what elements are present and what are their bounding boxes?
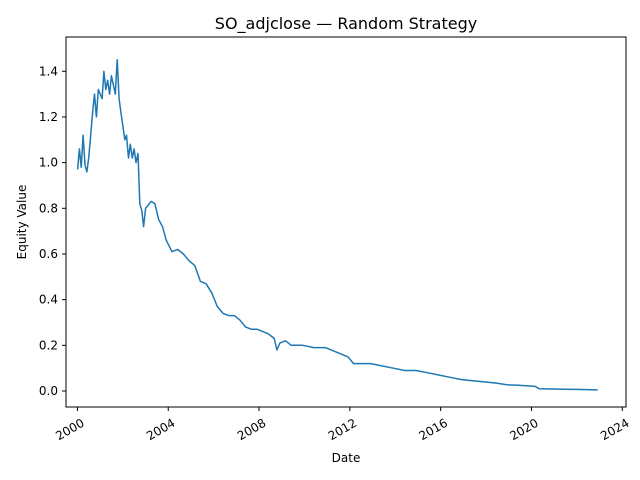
plot-area: [65, 36, 627, 408]
y-axis-label: Equity Value: [15, 185, 29, 260]
y-axis: 0.0 0.2 0.4 0.6 0.8 1.0 1.2 1.4: [39, 64, 66, 398]
y-tick-label: 1.2: [39, 110, 58, 124]
y-tick-label: 0.4: [39, 293, 58, 307]
y-tick-label: 1.4: [39, 64, 58, 78]
y-tick-label: 0.8: [39, 201, 58, 215]
x-axis-label: Date: [332, 451, 361, 465]
chart-title: SO_adjclose — Random Strategy: [215, 14, 477, 34]
equity-line: [76, 59, 598, 391]
y-tick-label: 0.0: [39, 384, 58, 398]
y-tick-label: 0.2: [39, 338, 58, 352]
y-tick-label: 0.6: [39, 247, 58, 261]
plot-frame: [65, 36, 627, 408]
y-tick-label: 1.0: [39, 156, 58, 170]
